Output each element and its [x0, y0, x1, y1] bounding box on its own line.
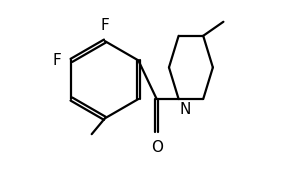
- Text: F: F: [100, 18, 109, 33]
- Text: N: N: [179, 102, 191, 117]
- Text: O: O: [151, 140, 163, 155]
- Text: F: F: [53, 53, 62, 68]
